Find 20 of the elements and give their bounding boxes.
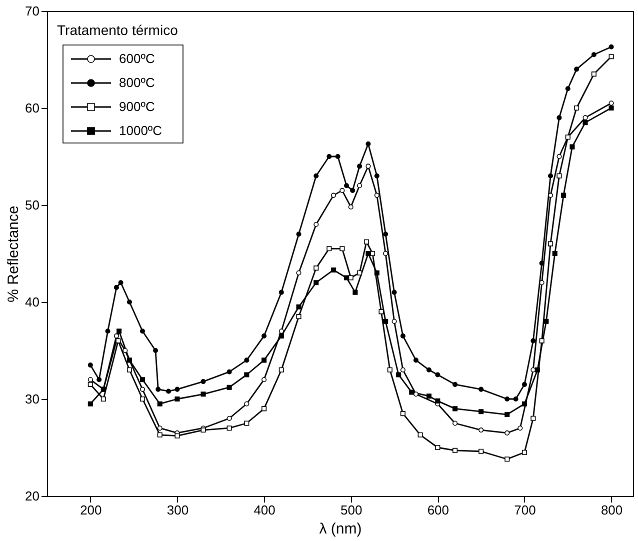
x-tick-label: 500 (340, 502, 362, 518)
y-tick-label: 40 (25, 294, 40, 310)
x-tick-label: 400 (254, 502, 276, 518)
x-tick-label: 800 (600, 502, 623, 518)
legend-label: 900ºC (119, 99, 155, 114)
x-tick-label: 700 (514, 502, 536, 518)
x-axis-title: λ (nm) (319, 520, 362, 538)
legend-title: Tratamento térmico (57, 22, 178, 38)
y-tick-label: 30 (25, 392, 40, 406)
legend-label: 600ºC (119, 51, 155, 66)
y-tick-label: 60 (25, 100, 40, 116)
legend-label: 1000ºC (119, 123, 162, 138)
x-tick-label: 300 (166, 502, 189, 518)
y-tick-label: 20 (25, 488, 40, 504)
y-tick-label: 50 (25, 198, 40, 212)
y-tick-label: 70 (25, 4, 40, 18)
y-axis-title: % Reflectance (5, 206, 22, 302)
x-tick-label: 200 (80, 502, 102, 518)
x-tick-label: 600 (427, 502, 450, 518)
legend-label: 800ºC (119, 75, 155, 90)
